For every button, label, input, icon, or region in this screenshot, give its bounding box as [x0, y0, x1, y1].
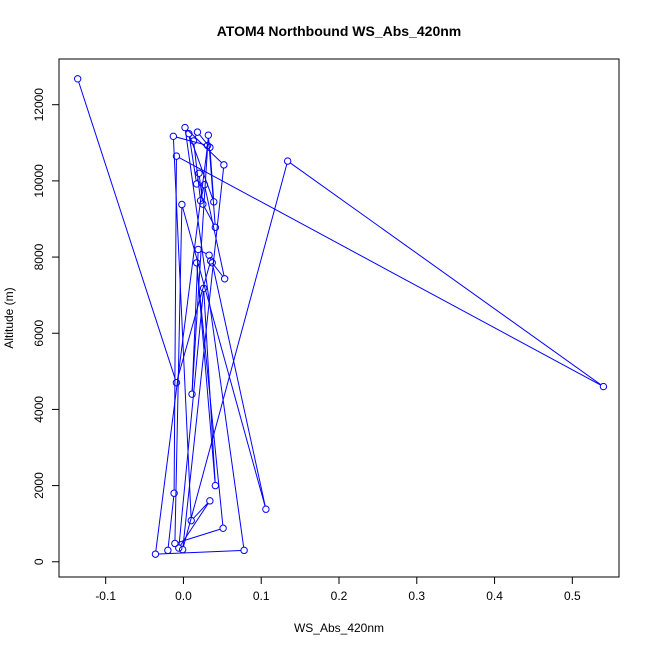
data-point — [189, 137, 198, 145]
data-point — [219, 524, 227, 532]
y-axis: 0 2000 4000 6000 8000 10000 12000 — [32, 88, 60, 565]
data-point — [220, 161, 228, 169]
data-point — [171, 539, 179, 548]
series-segment — [203, 206, 215, 225]
series-segment — [182, 207, 266, 507]
data-point — [151, 550, 160, 558]
y-tick-label: 6000 — [32, 320, 46, 347]
data-point — [172, 379, 181, 387]
data-point — [206, 143, 214, 152]
x-tick-label: 0.1 — [253, 589, 270, 603]
series-segment — [196, 265, 216, 483]
y-tick-label: 8000 — [32, 243, 46, 270]
series-segment — [191, 138, 209, 392]
series-segment — [158, 549, 241, 555]
series-segment — [208, 138, 216, 225]
data-point — [205, 251, 213, 259]
y-tick-label: 0 — [32, 558, 46, 565]
series-line — [78, 81, 602, 555]
data-point — [204, 131, 213, 139]
data-point — [199, 200, 207, 208]
x-tick-label: 0.5 — [564, 589, 581, 603]
data-point — [178, 545, 187, 554]
data-point — [192, 180, 201, 188]
series-segment — [188, 136, 197, 181]
y-tick-label: 2000 — [32, 472, 46, 499]
series-segment — [183, 164, 288, 547]
data-point — [188, 390, 196, 398]
data-point — [185, 129, 193, 138]
series-segment — [179, 157, 601, 386]
series-segment — [193, 502, 209, 519]
data-point — [283, 157, 292, 165]
x-tick-label: 0.3 — [408, 589, 425, 603]
data-point — [192, 259, 201, 267]
data-point — [170, 489, 178, 497]
y-tick-label: 12000 — [32, 88, 46, 122]
data-point — [181, 123, 189, 132]
data-point — [211, 223, 220, 232]
data-point — [172, 152, 181, 160]
x-tick-label: 0.2 — [331, 589, 348, 603]
series-segment — [155, 148, 208, 552]
series-segment — [212, 265, 266, 507]
data-point — [175, 544, 183, 552]
data-point — [208, 259, 216, 267]
data-point — [200, 180, 209, 189]
data-point — [210, 198, 218, 206]
data-point — [203, 141, 212, 150]
x-axis-label: WS_Abs_420nm — [294, 621, 384, 635]
data-point — [164, 546, 172, 555]
data-point — [193, 128, 202, 136]
y-tick-label: 4000 — [32, 396, 46, 423]
data-point — [220, 275, 229, 283]
series-segment — [198, 176, 203, 202]
series-segment — [180, 503, 209, 546]
y-tick-label: 10000 — [32, 164, 46, 198]
data-point — [178, 200, 186, 209]
data-point — [262, 505, 270, 513]
data-point — [169, 132, 178, 141]
series-segment — [167, 496, 175, 548]
series-segment — [173, 159, 177, 491]
series-segment — [204, 187, 225, 276]
series-segment — [191, 252, 199, 392]
data-point — [211, 481, 220, 490]
data-point — [195, 169, 203, 177]
chart-title: ATOM4 Northbound WS_Abs_420nm — [217, 23, 462, 39]
series-segment — [78, 81, 176, 380]
series-segment — [199, 134, 209, 146]
y-axis-label: Altitude (m) — [2, 287, 16, 348]
series-points — [73, 75, 608, 558]
series-segment — [182, 168, 225, 547]
x-tick-label: 0.4 — [486, 589, 503, 603]
data-point — [599, 382, 608, 391]
series-segment — [178, 291, 204, 545]
data-point — [194, 245, 202, 254]
series-segment — [196, 176, 199, 181]
data-point — [73, 75, 82, 83]
series-segment — [189, 136, 214, 199]
data-point — [199, 284, 208, 292]
data-point — [240, 546, 248, 555]
x-tick-label: 0.0 — [175, 589, 192, 603]
data-point — [206, 497, 214, 505]
series-segment — [176, 263, 211, 380]
data-point — [187, 516, 195, 525]
x-axis: -0.1 0.0 0.1 0.2 0.3 0.4 0.5 — [95, 576, 581, 603]
series-segment — [184, 130, 245, 548]
series-segment — [289, 162, 602, 386]
series-segment — [203, 291, 216, 483]
x-tick-label: -0.1 — [95, 589, 116, 603]
